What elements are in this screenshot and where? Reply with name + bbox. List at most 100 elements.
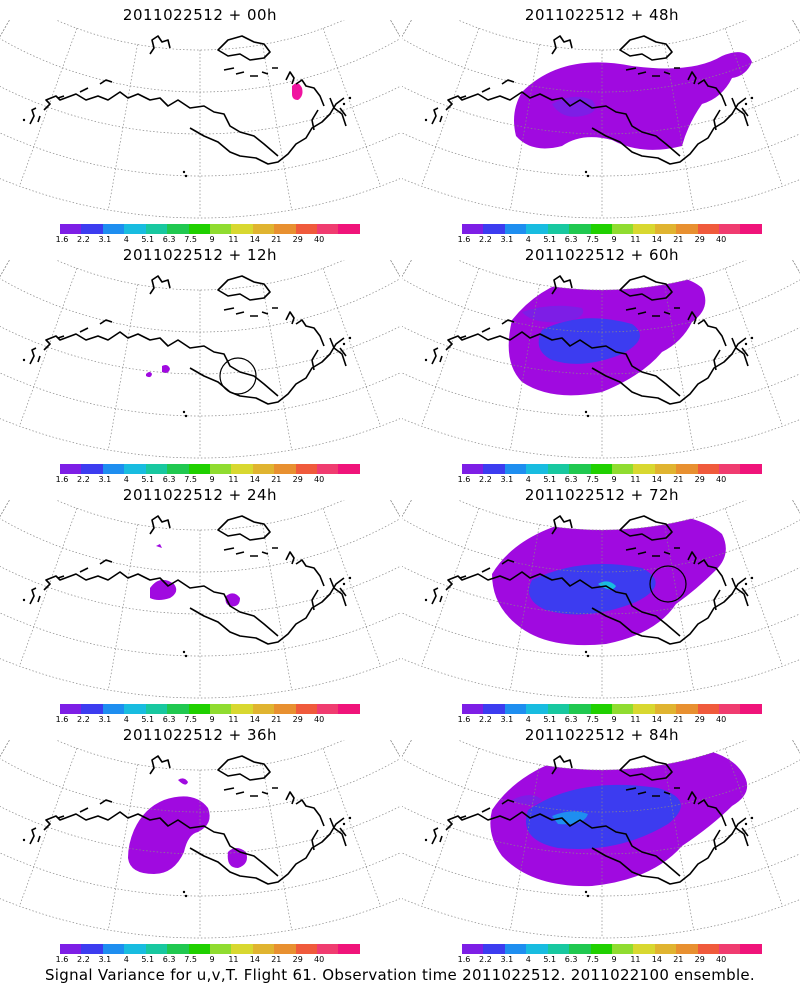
colorbar-swatch xyxy=(462,704,483,714)
colorbar-tick-label: 3.1 xyxy=(500,955,513,964)
colorbar xyxy=(462,464,762,474)
variance-region xyxy=(162,365,170,373)
colorbar-swatch xyxy=(548,464,569,474)
colorbar-swatch xyxy=(60,224,81,234)
colorbar-tick-label: 6.3 xyxy=(565,955,578,964)
colorbar-swatch xyxy=(317,704,338,714)
colorbar-swatch xyxy=(338,944,359,954)
meridian-line xyxy=(380,500,400,627)
colorbar-tick-label: 40 xyxy=(314,955,324,964)
colorbar-swatch xyxy=(591,464,612,474)
domain-outline xyxy=(0,20,400,218)
meridian-line xyxy=(725,748,782,906)
colorbar-swatch xyxy=(655,944,676,954)
colorbar-swatch xyxy=(483,224,504,234)
colorbar-swatch xyxy=(167,944,188,954)
colorbar-swatch xyxy=(338,704,359,714)
colorbar-swatch xyxy=(189,224,210,234)
colorbar-swatch xyxy=(569,944,590,954)
colorbar-swatch xyxy=(505,464,526,474)
colorbar-tick-label: 9 xyxy=(611,955,616,964)
meridian-line xyxy=(0,20,20,147)
colorbar-swatch xyxy=(338,464,359,474)
colorbar-swatch xyxy=(719,944,740,954)
colorbar-swatch xyxy=(526,224,547,234)
colorbar-tick-label: 29 xyxy=(293,955,303,964)
colorbar-swatch xyxy=(505,704,526,714)
meridian-line xyxy=(263,525,292,690)
map-panel: 2011022512 + 12h 1.6 2.2 3.1 4 5.1 6.3 7.5 9 11 14… xyxy=(0,240,400,480)
colorbar-tick-label: 1.6 xyxy=(56,955,69,964)
colorbar-tick-label: 5.1 xyxy=(543,955,556,964)
colorbar-swatch xyxy=(146,944,167,954)
colorbar-swatch xyxy=(210,224,231,234)
domain-outline xyxy=(0,740,400,938)
colorbar-swatch xyxy=(462,944,483,954)
colorbar-ticks: 1.6 2.2 3.1 4 5.1 6.3 7.5 9 11 14 21 29 40 xyxy=(462,955,762,965)
meridian-line xyxy=(402,260,422,387)
colorbar-swatch xyxy=(548,944,569,954)
colorbar-swatch xyxy=(483,704,504,714)
meridian-line xyxy=(263,45,292,210)
colorbar-swatch xyxy=(296,224,317,234)
meridian-line xyxy=(402,500,422,627)
colorbar-swatch xyxy=(167,704,188,714)
colorbar-swatch xyxy=(253,944,274,954)
polar-map xyxy=(0,500,400,700)
colorbar-tick-label: 7.5 xyxy=(184,955,197,964)
colorbar-swatch xyxy=(146,464,167,474)
meridian-line xyxy=(323,28,380,186)
colorbar-swatch xyxy=(189,944,210,954)
colorbar-tick-label: 29 xyxy=(695,955,705,964)
colorbar xyxy=(462,704,762,714)
colorbar-swatch xyxy=(60,464,81,474)
colorbar-swatch xyxy=(81,464,102,474)
colorbar-swatch xyxy=(698,464,719,474)
colorbar-swatch xyxy=(612,224,633,234)
parallel-line xyxy=(0,75,400,134)
colorbar-swatch xyxy=(505,944,526,954)
colorbar-swatch xyxy=(740,704,761,714)
colorbar-tick-label: 14 xyxy=(652,955,662,964)
map-panel: 2011022512 + 72h 1.6 2.2 3.1 4 5.1 6.3 7.5 9 11 14… xyxy=(402,480,800,720)
colorbar xyxy=(60,224,360,234)
colorbar-swatch xyxy=(231,944,252,954)
colorbar-swatch xyxy=(167,224,188,234)
polar-map xyxy=(0,260,400,460)
colorbar-swatch xyxy=(462,224,483,234)
domain-outline xyxy=(0,260,400,458)
colorbar-swatch xyxy=(526,704,547,714)
polar-map xyxy=(402,260,800,460)
meridian-line xyxy=(380,20,400,147)
meridian-line xyxy=(782,740,800,867)
variance-region xyxy=(292,83,303,100)
meridian-line xyxy=(725,508,782,666)
variance-region xyxy=(156,544,162,548)
colorbar-swatch xyxy=(317,464,338,474)
colorbar-swatch xyxy=(60,944,81,954)
colorbar-tick-label: 1.6 xyxy=(458,955,471,964)
colorbar-swatch xyxy=(317,944,338,954)
colorbar-swatch xyxy=(612,944,633,954)
map-panel: 2011022512 + 36h 1.6 2.2 3.1 4 5.1 6.3 7.5 9 11 14… xyxy=(0,720,400,960)
meridian-line xyxy=(380,260,400,387)
meridian-line xyxy=(263,765,292,930)
colorbar-swatch xyxy=(698,704,719,714)
meridian-line xyxy=(782,260,800,387)
meridian-line xyxy=(402,740,422,867)
colorbar-swatch xyxy=(740,464,761,474)
colorbar-swatch xyxy=(483,944,504,954)
colorbar-tick-label: 7.5 xyxy=(586,955,599,964)
colorbar-tick-label: 3.1 xyxy=(98,955,111,964)
colorbar-swatch xyxy=(719,464,740,474)
colorbar-swatch xyxy=(655,224,676,234)
colorbar-swatch xyxy=(591,704,612,714)
colorbar-tick-label: 40 xyxy=(716,955,726,964)
colorbar xyxy=(462,944,762,954)
polar-map xyxy=(402,20,800,220)
colorbar-swatch xyxy=(231,224,252,234)
colorbar-swatch xyxy=(633,224,654,234)
colorbar-swatch xyxy=(548,704,569,714)
colorbar-swatch xyxy=(719,704,740,714)
colorbar-swatch xyxy=(633,704,654,714)
